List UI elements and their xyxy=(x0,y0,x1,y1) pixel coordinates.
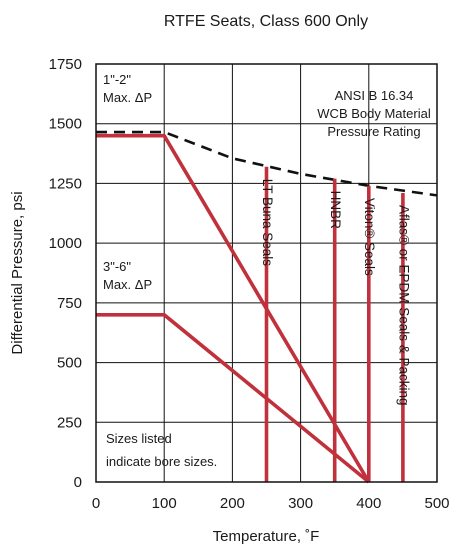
y-axis-label: Differential Pressure, psi xyxy=(9,191,26,354)
rating-label-line3: Pressure Rating xyxy=(327,124,420,139)
y-tick-label: 1000 xyxy=(49,235,82,252)
x-tick-label: 200 xyxy=(220,495,245,512)
series-line-body_rating xyxy=(96,130,438,197)
seal-limit-label: Viton® Seals xyxy=(362,198,377,276)
chart-title: RTFE Seats, Class 600 Only xyxy=(164,13,368,30)
x-tick-label: 400 xyxy=(356,495,381,512)
seal-limit-label: LT Buna Seals xyxy=(260,179,275,267)
series-line-small_bore xyxy=(96,133,371,483)
y-tick-label: 250 xyxy=(57,414,82,431)
x-tick-label: 0 xyxy=(92,495,100,512)
y-tick-label: 0 xyxy=(74,474,82,491)
x-tick-label: 300 xyxy=(288,495,313,512)
y-tick-label: 1750 xyxy=(49,56,82,73)
note-label-line1: Sizes listed xyxy=(106,431,172,446)
series xyxy=(96,130,438,484)
y-tick-label: 1250 xyxy=(49,175,82,192)
x-axis-label: Temperature, ˚F xyxy=(213,528,320,545)
seal-limit-label: HNBR xyxy=(328,191,343,230)
y-tick-label: 1500 xyxy=(49,116,82,133)
seal-limits: LT Buna Seals HNBR Viton® Seals Aflas® or E… xyxy=(260,166,411,482)
y-tick-label: 750 xyxy=(57,295,82,312)
seal-limit-label: Aflas® or EPDM Seals & Packing xyxy=(396,205,411,406)
rating-label-line2: WCB Body Material xyxy=(317,106,431,121)
small-bore-label-line2: Max. ΔP xyxy=(103,90,152,105)
rating-label-line1: ANSI B 16.34 xyxy=(335,88,414,103)
large-bore-label-line2: Max. ΔP xyxy=(103,277,152,292)
small-bore-label-line1: 1"-2" xyxy=(103,72,131,87)
axis-ticks: 0 100 200 300 400 500 0 250 500 750 1000 1250 1500 17… xyxy=(49,56,450,512)
x-tick-label: 100 xyxy=(152,495,177,512)
series-line-large_bore xyxy=(96,312,370,484)
large-bore-label-line1: 3"-6" xyxy=(103,259,131,274)
y-tick-label: 500 xyxy=(57,355,82,372)
x-tick-label: 500 xyxy=(424,495,449,512)
note-label-line2: indicate bore sizes. xyxy=(106,454,217,469)
plot-frame xyxy=(95,63,438,483)
